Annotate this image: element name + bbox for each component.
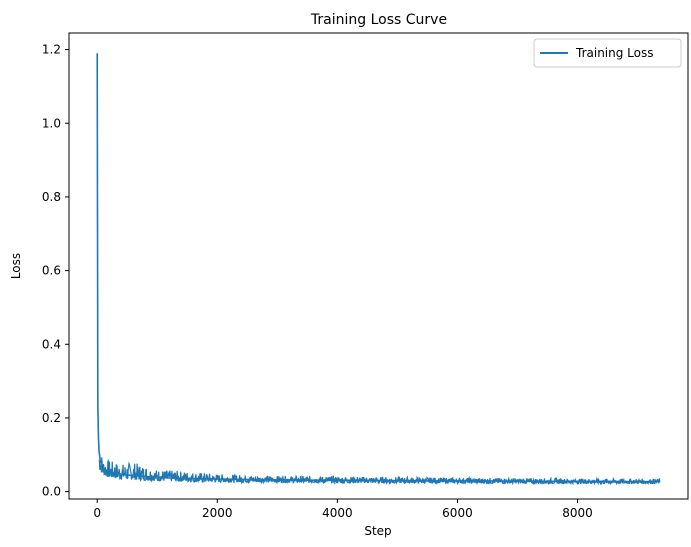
y-tick-label: 0.4 <box>42 337 61 351</box>
series-noise <box>98 457 661 486</box>
y-tick-label: 0.6 <box>42 264 61 278</box>
x-tick-label: 2000 <box>202 506 233 520</box>
legend-label: Training Loss <box>575 46 653 60</box>
legend: Training Loss <box>533 38 682 68</box>
y-tick-label: 0.0 <box>42 485 61 499</box>
y-axis: 0.0 0.2 0.4 0.6 0.8 1.0 1.2 <box>42 43 69 499</box>
y-tick-label: 0.2 <box>42 411 61 425</box>
series-line <box>96 53 660 483</box>
x-tick-label: 0 <box>93 506 101 520</box>
x-tick-label: 8000 <box>562 506 593 520</box>
plot-area <box>96 53 661 486</box>
y-tick-label: 0.8 <box>42 190 61 204</box>
y-tick-label: 1.0 <box>42 116 61 130</box>
x-axis: 0 2000 4000 6000 8000 <box>93 499 593 520</box>
plot-frame <box>68 32 689 500</box>
x-tick-label: 4000 <box>322 506 353 520</box>
x-tick-label: 6000 <box>442 506 473 520</box>
y-axis-label: Loss <box>9 253 23 279</box>
x-axis-label: Step <box>364 524 391 538</box>
legend-box <box>533 38 682 68</box>
y-tick-label: 1.2 <box>42 43 61 57</box>
chart-title: Training Loss Curve <box>310 12 447 28</box>
